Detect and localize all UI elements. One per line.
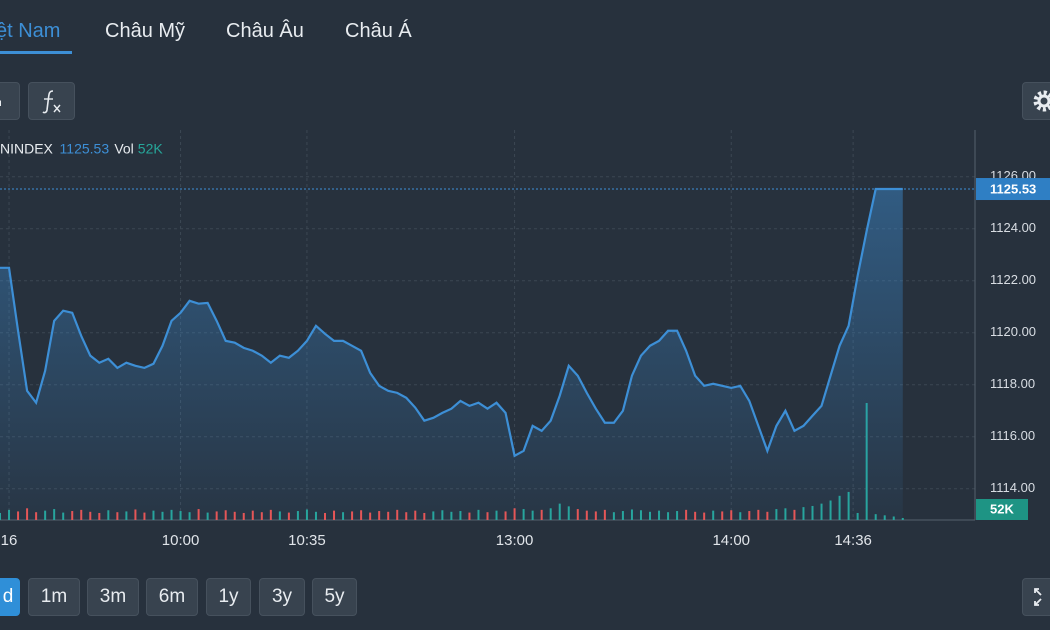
range-button[interactable]: 5y: [312, 578, 357, 616]
range-button[interactable]: 3y: [259, 578, 305, 616]
tab[interactable]: Châu Âu: [226, 20, 304, 42]
x-tick-label: 13:00: [496, 532, 534, 549]
x-tick-label: 14:00: [712, 532, 750, 549]
x-tick-label: 14:36: [834, 532, 872, 549]
price-tag-label: 1125.53: [990, 181, 1036, 196]
x-tick-label: 10:35: [288, 532, 326, 549]
range-button[interactable]: d: [0, 578, 20, 616]
fullscreen-button[interactable]: [1022, 578, 1050, 616]
tab[interactable]: ệt Nam: [0, 20, 61, 42]
settings-button[interactable]: [1022, 82, 1050, 120]
x-tick-label: 16: [1, 532, 18, 549]
indicator-button[interactable]: [28, 82, 75, 120]
y-tick-label: 1120.00: [990, 324, 1036, 339]
range-button[interactable]: 1m: [28, 578, 80, 616]
chart-type-button[interactable]: [0, 82, 20, 120]
y-tick-label: 1122.00: [990, 272, 1036, 287]
tab[interactable]: Châu Mỹ: [105, 20, 186, 42]
range-label: d: [2, 586, 14, 607]
y-tick-label: 1124.00: [990, 220, 1036, 235]
legend-volume: 52K: [138, 141, 164, 157]
range-button[interactable]: 1y: [206, 578, 251, 616]
range-button[interactable]: 6m: [146, 578, 198, 616]
x-tick-label: 10:00: [162, 532, 200, 549]
price-tag: [976, 178, 1050, 201]
icon: [0, 100, 1, 106]
range-button[interactable]: 3m: [87, 578, 139, 616]
symbol: NINDEX: [0, 141, 54, 157]
expand-icon: [1034, 588, 1042, 606]
tab-underline: [0, 51, 72, 54]
fx-icon: [41, 90, 61, 114]
legend-volume-name: Vol: [114, 141, 133, 157]
volume-tag: [976, 499, 1028, 520]
legend-price: 1125.53: [60, 141, 110, 157]
y-tick-label: 1116.00: [990, 428, 1035, 443]
volume-tag-label: 52K: [990, 501, 1014, 516]
y-tick-label: 1114.00: [990, 480, 1035, 495]
gear-icon: [1033, 90, 1050, 112]
y-tick-label: 1118.00: [990, 376, 1035, 391]
tab[interactable]: Châu Á: [345, 20, 412, 42]
area: [0, 189, 903, 520]
line: [0, 187, 903, 458]
